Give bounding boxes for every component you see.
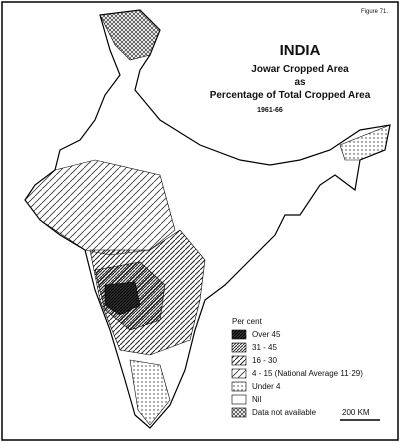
legend-label: 16 - 30 [252,356,277,365]
period: 1961-66 [257,107,283,114]
legend-label: 31 - 45 [252,343,277,352]
legend: Over 45 31 - 45 16 - 30 4 - 15 (National… [231,329,363,418]
subtitle: Jowar Cropped Area [251,64,349,75]
title: INDIA [280,42,321,59]
legend-label: Nil [252,395,262,404]
legend-label: Over 45 [252,330,281,339]
subtitle: as [294,77,306,88]
legend-swatch [231,342,247,353]
region-over-45 [104,281,141,316]
region-4-15 [24,159,176,256]
legend-swatch [231,329,247,340]
legend-swatch [231,407,247,418]
legend-label: Under 4 [252,382,281,391]
subtitle: Percentage of Total Cropped Area [210,90,371,101]
figure-label: Figure 71. [361,9,388,15]
region-under-4-south [129,359,171,426]
region-not-available [99,9,161,61]
legend-swatch [231,355,247,366]
legend-label: Data not available [252,408,317,417]
legend-swatch [231,368,247,379]
legend-label: 4 - 15 (National Average 11·29) [252,369,363,378]
region-under-4 [339,124,391,161]
legend-title: Per cent [232,317,263,326]
legend-swatch [231,394,247,405]
scale-label: 200 KM [342,408,370,417]
legend-swatch [231,381,247,392]
